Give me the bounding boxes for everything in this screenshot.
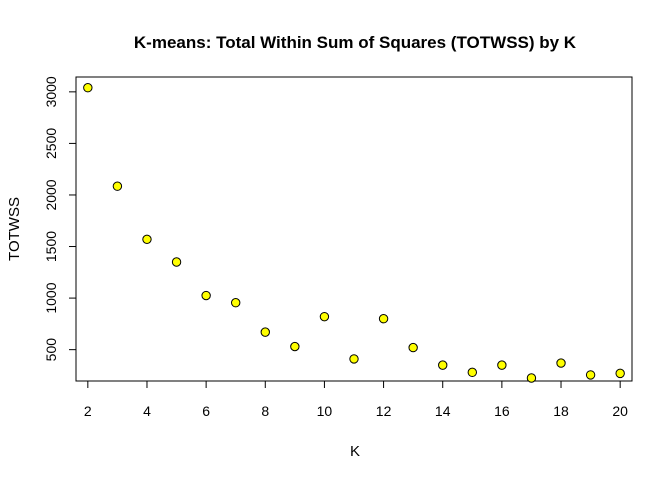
x-tick-label: 4 [143,403,151,419]
data-point [319,311,330,322]
data-point [260,327,270,337]
data-point [615,368,625,379]
x-tick-label: 20 [612,403,628,419]
data-point [290,341,300,352]
x-tick-label: 6 [202,403,210,419]
data-point [467,367,477,378]
data-point [201,290,211,301]
data-point [438,360,448,370]
data-point [83,83,93,93]
data-point [142,234,152,245]
plot-frame [75,76,633,382]
data-point [497,360,507,370]
data-point [112,181,123,191]
y-tick-label: 500 [43,338,59,362]
y-tick-label: 2500 [43,128,59,159]
data-points [83,83,625,383]
x-tick-label: 14 [435,403,451,419]
data-point [349,354,359,364]
data-point [378,314,389,324]
data-point [556,358,566,368]
chart-title: K-means: Total Within Sum of Squares (TO… [134,33,577,52]
data-point [231,298,241,308]
x-tick-label: 18 [553,403,569,419]
x-tick-label: 16 [494,403,510,419]
data-point [171,257,182,267]
y-axis-label: TOTWSS [6,197,23,261]
data-point [585,370,596,380]
data-point [526,373,537,383]
data-point [408,342,418,353]
y-tick-label: 1000 [43,282,59,313]
x-axis: 2 4 6 8 10 12 14 16 18 20 [84,380,628,419]
x-tick-label: 10 [317,403,333,419]
y-tick-label: 2000 [43,179,59,210]
x-axis-label: K [350,443,360,460]
x-tick-label: 12 [376,403,392,419]
x-tick-label: 8 [261,403,269,419]
x-tick-label: 2 [84,403,92,419]
y-tick-label: 1500 [43,231,59,262]
y-axis: 500 1000 1500 2000 2500 3000 [43,76,77,362]
y-tick-label: 3000 [43,76,59,107]
